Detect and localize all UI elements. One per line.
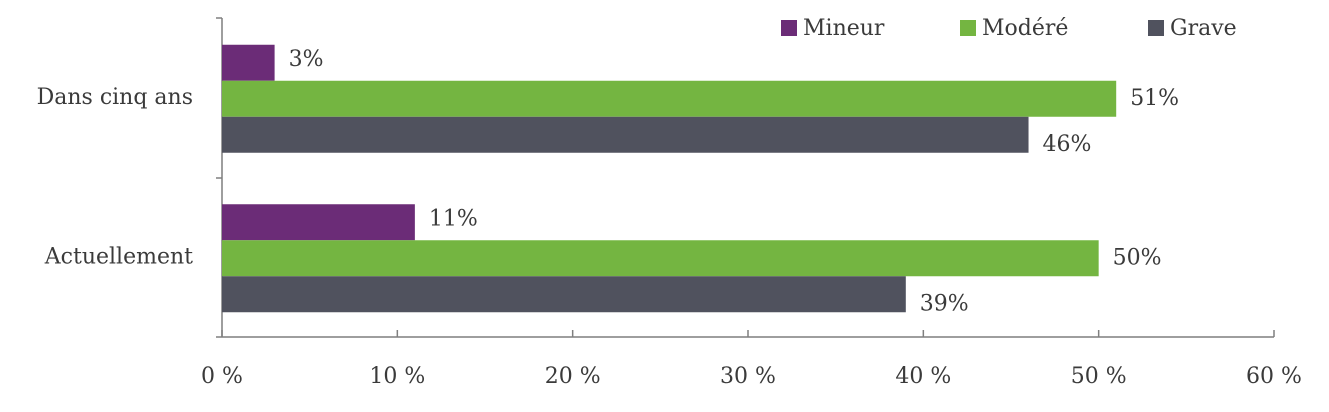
y-tick-label: Actuellement: [44, 244, 193, 269]
value-label: 3%: [289, 47, 324, 72]
legend-swatch: [960, 20, 976, 36]
bar: [222, 44, 275, 81]
legend-label: Mineur: [803, 16, 885, 41]
x-tick-label: 0 %: [201, 364, 243, 389]
bar: [222, 80, 1117, 117]
bar: [222, 276, 906, 313]
x-tick-label: 60 %: [1246, 364, 1302, 389]
value-label: 39%: [920, 291, 969, 316]
x-tick-label: 50 %: [1071, 364, 1127, 389]
legend-swatch: [781, 20, 797, 36]
value-label: 46%: [1043, 132, 1092, 157]
x-tick-label: 20 %: [545, 364, 601, 389]
value-label: 51%: [1130, 86, 1179, 111]
bar: [222, 240, 1099, 277]
y-tick-label: Dans cinq ans: [37, 85, 193, 110]
bar: [222, 116, 1029, 153]
value-label: 11%: [429, 206, 478, 231]
x-tick-label: 30 %: [720, 364, 776, 389]
legend-label: Modéré: [982, 16, 1068, 41]
x-tick-label: 40 %: [895, 364, 951, 389]
legend-swatch: [1148, 20, 1164, 36]
x-tick-label: 10 %: [369, 364, 425, 389]
value-label: 50%: [1113, 245, 1162, 270]
bar: [222, 204, 415, 241]
legend-label: Grave: [1170, 16, 1237, 41]
